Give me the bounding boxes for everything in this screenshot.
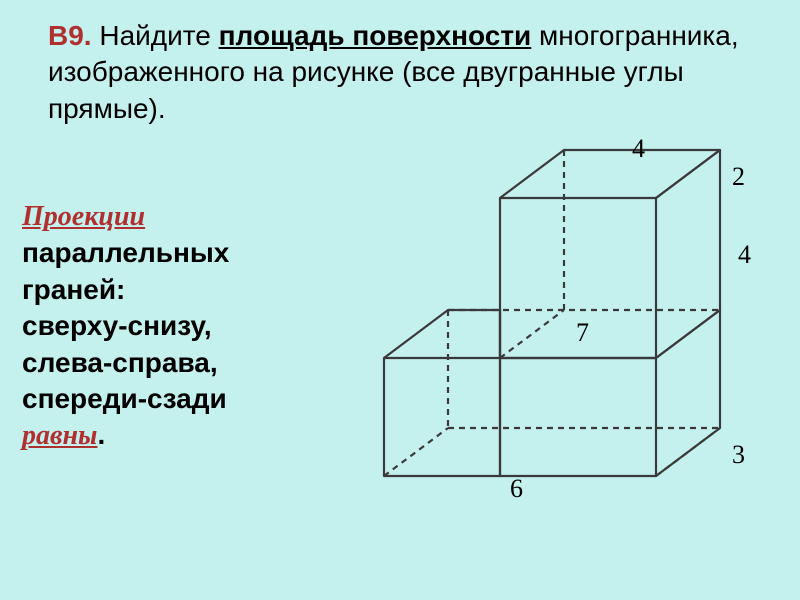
lower-right-front — [500, 358, 656, 476]
hint-line-5: слева-справа, — [22, 347, 218, 378]
task-label: В9. — [48, 20, 92, 51]
dim-right-4: 4 — [738, 240, 751, 270]
hint-period: . — [97, 419, 105, 450]
hint-line-3: граней: — [22, 274, 125, 305]
problem-underline: площадь поверхности — [219, 20, 532, 51]
dim-top-4: 4 — [632, 134, 645, 164]
hint-block: Проекции параллельных граней: сверху-сни… — [22, 198, 332, 455]
dim-mid-7: 7 — [576, 318, 589, 348]
dim-right-2: 2 — [732, 162, 745, 192]
hint-word-equal: равны — [22, 420, 97, 451]
upper-right-edges — [656, 150, 720, 358]
problem-statement: В9. Найдите площадь поверхности многогра… — [48, 18, 768, 127]
dim-bottom-6: 6 — [510, 474, 523, 504]
hint-line-4: сверху-снизу, — [22, 310, 212, 341]
hidden-mid-diag — [500, 310, 564, 358]
diagram-svg — [340, 140, 770, 570]
hint-line-2: параллельных — [22, 237, 229, 268]
lower-left-front — [384, 358, 500, 476]
lower-left-top — [384, 310, 500, 358]
problem-text-1: Найдите — [92, 20, 219, 51]
lower-right-side — [656, 310, 720, 476]
dim-bottom-right-3: 3 — [732, 440, 745, 470]
hint-line-6: спереди-сзади — [22, 383, 227, 414]
polyhedron-diagram: 4 2 4 7 6 3 — [340, 140, 770, 570]
hidden-bottom-left-d — [384, 428, 448, 476]
hint-word-projections: Проекции — [22, 201, 145, 232]
